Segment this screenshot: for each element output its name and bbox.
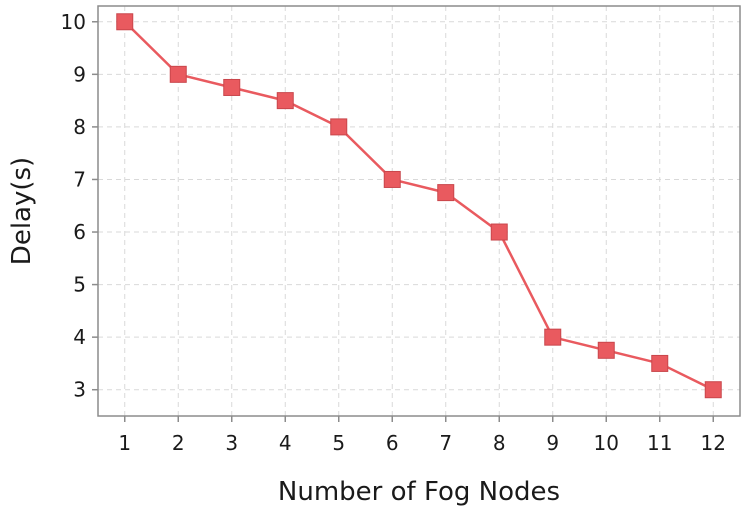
- y-tick-label: 9: [73, 62, 86, 86]
- x-tick-label: 7: [439, 431, 452, 455]
- x-tick-label: 12: [701, 431, 726, 455]
- series-layer: [116, 13, 722, 399]
- x-tick-label: 5: [332, 431, 345, 455]
- x-tick-label: 10: [594, 431, 619, 455]
- grid: [98, 6, 740, 416]
- x-tick-label: 9: [546, 431, 559, 455]
- data-point-marker: [490, 223, 508, 241]
- x-tick-label: 11: [647, 431, 672, 455]
- data-point-marker: [276, 92, 294, 110]
- plot-frame: [97, 5, 741, 417]
- data-point-marker: [704, 381, 722, 399]
- y-tick-label: 4: [73, 325, 86, 349]
- data-point-marker: [169, 65, 187, 83]
- x-tick-label: 6: [386, 431, 399, 455]
- y-tick-label: 7: [73, 167, 86, 191]
- data-point-marker: [383, 170, 401, 188]
- y-axis-title: Delay(s): [7, 157, 37, 265]
- data-point-marker: [437, 184, 455, 202]
- y-tick-label: 6: [73, 220, 86, 244]
- y-tick-label: 5: [73, 273, 86, 297]
- y-axis: 3 4 5 6 7 8 9 10: [61, 10, 98, 402]
- y-tick-label: 8: [73, 115, 86, 139]
- data-point-marker: [544, 328, 562, 346]
- data-point-marker: [651, 354, 669, 372]
- x-axis: 1 2 3 4 5 6 7 8 9 10 11 12: [118, 416, 726, 455]
- y-tick-label: 3: [73, 378, 86, 402]
- y-tick-label: 10: [61, 10, 86, 34]
- data-point-marker: [597, 341, 615, 359]
- data-point-marker: [223, 78, 241, 96]
- x-tick-label: 8: [493, 431, 506, 455]
- data-point-marker: [330, 118, 348, 136]
- x-tick-label: 2: [172, 431, 185, 455]
- series-line: [123, 20, 714, 391]
- data-point-marker: [116, 13, 134, 31]
- x-tick-label: 3: [225, 431, 238, 455]
- x-axis-title: Number of Fog Nodes: [278, 477, 560, 507]
- x-tick-label: 4: [279, 431, 292, 455]
- x-tick-label: 1: [118, 431, 131, 455]
